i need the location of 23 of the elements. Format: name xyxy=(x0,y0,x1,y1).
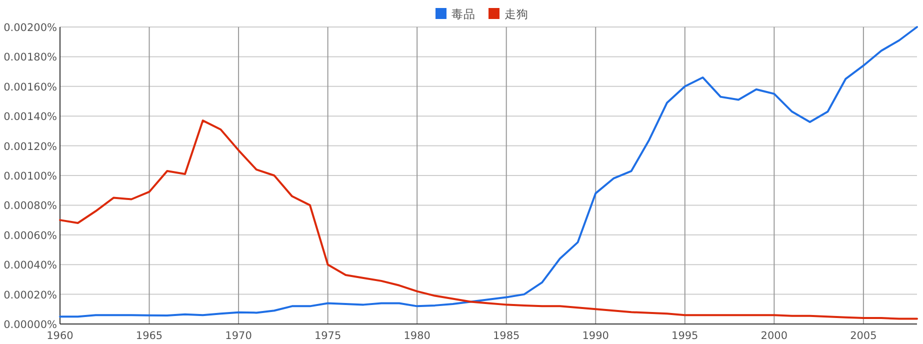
x-tick-label: 1980 xyxy=(404,330,430,342)
y-tick-label: 0.00200% xyxy=(4,22,58,34)
x-tick-label: 1960 xyxy=(46,330,74,342)
y-tick-label: 0.00020% xyxy=(4,289,58,302)
y-tick-label: 0.00060% xyxy=(4,230,58,242)
x-tick-label: 2000 xyxy=(760,330,788,342)
x-tick-label: 1965 xyxy=(136,330,163,342)
x-tick-label: 2005 xyxy=(850,330,877,342)
y-tick-label: 0.00140% xyxy=(4,111,58,124)
x-tick-label: 1995 xyxy=(672,330,698,342)
y-tick-label: 0.00080% xyxy=(4,200,58,212)
y-tick-label: 0.00000% xyxy=(4,319,58,331)
x-tick-label: 1985 xyxy=(492,330,520,342)
x-tick-label: 1970 xyxy=(225,330,252,342)
y-tick-label: 0.00160% xyxy=(4,81,58,94)
y-tick-label: 0.00040% xyxy=(4,260,58,272)
x-tick-label: 1990 xyxy=(582,330,609,342)
legend-label: 毒品 xyxy=(452,7,476,21)
legend-label: 走狗 xyxy=(504,7,528,21)
y-tick-label: 0.00100% xyxy=(4,170,58,182)
x-tick-label: 1975 xyxy=(314,330,342,342)
y-tick-label: 0.00120% xyxy=(4,140,58,153)
y-tick-label: 0.00180% xyxy=(4,52,58,64)
